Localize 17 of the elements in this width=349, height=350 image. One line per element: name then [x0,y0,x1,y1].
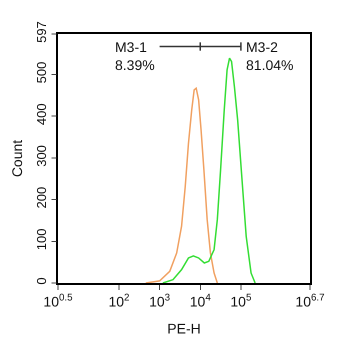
y-tick-label: 597 [34,21,50,43]
annotation: M3-2 81.04% [246,39,294,74]
y-tick-label: 0 [34,277,50,285]
x-tick-label: 10$^{5}$ [230,292,252,310]
x-tick-label: 10$^{6.7}$ [295,292,325,310]
y-tick-label: 200 [34,186,50,208]
y-tick-label: 100 [34,228,50,250]
annotation: M3-1 8.39% [115,39,155,74]
y-axis-title: Count [9,140,26,178]
y-tick-label: 500 [34,62,50,84]
x-tick-label: 10$^{0.5}$ [43,292,74,310]
x-tick-label: 10$^{4}$ [190,292,212,310]
x-tick-label: 10$^{3}$ [149,292,171,310]
x-axis-title: PE-H [167,320,201,336]
y-tick-label: 400 [34,103,50,126]
y-tick-label: 300 [34,145,50,167]
x-tick-label: 10$^{2}$ [108,292,130,310]
